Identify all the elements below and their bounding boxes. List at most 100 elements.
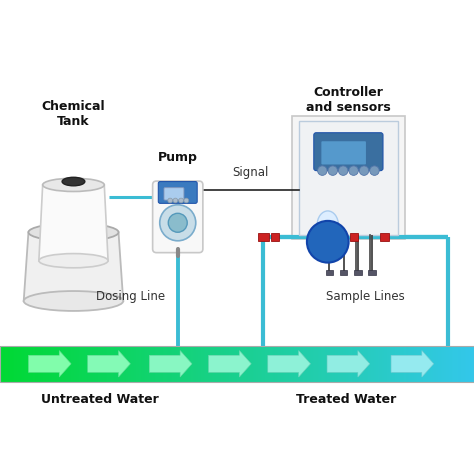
Bar [350,233,358,241]
Bar [193,346,195,382]
Text: Dosing Line: Dosing Line [96,290,165,303]
Bar [62,346,64,382]
Bar [368,346,371,382]
Bar [226,346,228,382]
Bar [202,346,205,382]
Bar [262,346,265,382]
Bar [460,346,462,382]
Bar [164,346,167,382]
FancyArrow shape [149,351,192,377]
Bar [224,346,227,382]
Bar [250,346,252,382]
Bar [66,346,69,382]
Bar [30,346,33,382]
Bar [115,346,118,382]
Bar [397,346,399,382]
Bar [365,346,367,382]
Bar [368,270,376,275]
Bar [313,346,315,382]
Text: Signal: Signal [232,166,268,179]
Bar [340,346,342,382]
Bar [245,346,247,382]
Bar [346,346,348,382]
Bar [454,346,456,382]
Bar [384,346,386,382]
Bar [271,233,279,241]
Bar [354,346,356,382]
Bar [416,346,418,382]
Bar [87,346,90,382]
Circle shape [349,166,358,175]
Bar [253,346,255,382]
Bar [194,346,197,382]
Bar [302,346,304,382]
Bar [175,346,178,382]
Bar [270,346,273,382]
FancyArrow shape [327,351,370,377]
Bar [449,346,451,382]
Bar [33,346,36,382]
Bar [435,346,437,382]
Bar [471,346,474,382]
Bar [431,346,434,382]
Bar [300,346,303,382]
Bar [322,346,325,382]
Bar [55,346,58,382]
Bar [73,346,75,382]
Bar [452,346,455,382]
Bar [288,346,290,382]
Text: Pump: Pump [158,151,198,164]
FancyArrow shape [28,351,71,377]
Bar [190,346,192,382]
Circle shape [168,213,187,232]
Bar [264,346,266,382]
Bar [236,346,238,382]
Bar [177,346,180,382]
Bar [456,346,459,382]
Bar [297,346,300,382]
Polygon shape [24,232,123,301]
Bar [374,346,377,382]
Bar [22,346,25,382]
Bar [28,346,31,382]
Bar [273,346,276,382]
Bar [188,346,191,382]
Circle shape [370,166,379,175]
Bar [364,346,366,382]
Bar [24,346,26,382]
Bar [340,270,347,275]
Bar [446,346,448,382]
Bar [248,346,251,382]
Bar [90,346,92,382]
Bar [461,346,464,382]
Bar [438,346,440,382]
Bar [251,346,254,382]
Bar [326,346,328,382]
Bar [209,346,211,382]
Bar [85,346,88,382]
Bar [0,346,2,382]
Bar [411,346,413,382]
Bar [356,346,358,382]
Bar [261,346,263,382]
Bar [335,346,337,382]
Bar [201,346,203,382]
Bar [359,346,361,382]
Bar [450,346,453,382]
Bar [345,346,347,382]
Bar [118,346,121,382]
Bar [299,346,301,382]
Bar [316,346,319,382]
Bar [337,346,339,382]
Bar [307,346,309,382]
Bar [51,346,53,382]
Bar [11,346,14,382]
Bar [419,346,421,382]
Bar [25,346,28,382]
Bar [44,346,47,382]
Bar [255,346,257,382]
Bar [436,346,438,382]
Bar [229,346,232,382]
Bar [131,346,134,382]
Bar [71,346,73,382]
